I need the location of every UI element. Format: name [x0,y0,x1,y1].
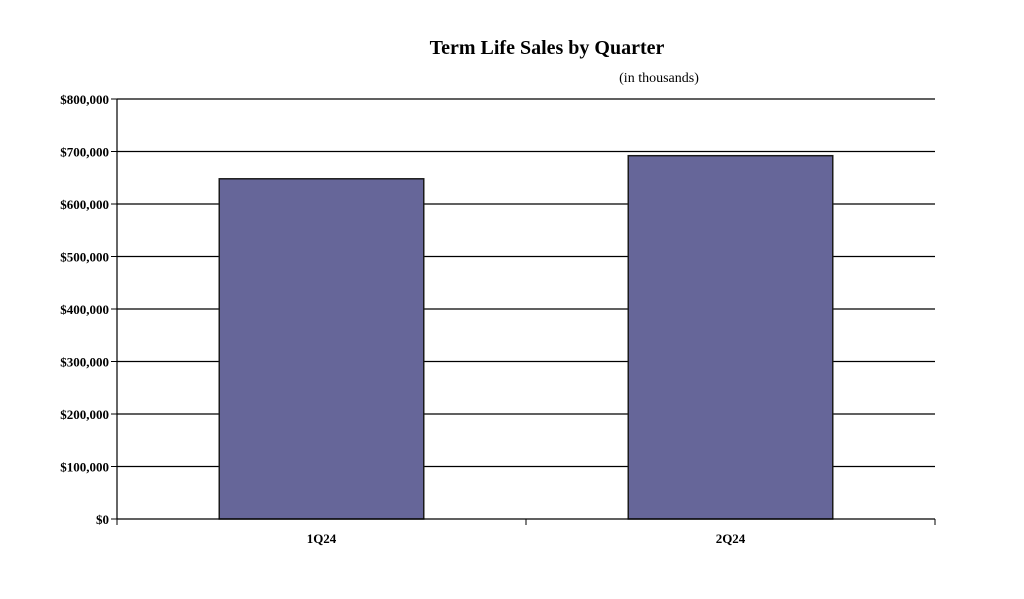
bars [218,154,834,520]
x-category-label: 1Q24 [307,531,337,546]
y-tick-label: $400,000 [60,302,109,317]
y-tick-label: $700,000 [60,145,109,160]
bar-1q24 [218,178,425,520]
axes [111,98,936,525]
y-tick-label: $500,000 [60,250,109,265]
axis-labels: $0 $100,000 $200,000 $300,000 $400,000 $500,0… [60,92,746,546]
y-tick-label: $300,000 [60,355,109,370]
y-tick-label: $0 [96,512,109,527]
y-tick-label: $800,000 [60,92,109,107]
y-tick-label: $200,000 [60,407,109,422]
y-tick-label: $600,000 [60,197,109,212]
chart-subtitle: (in thousands) [619,71,699,86]
chart-title: Term Life Sales by Quarter [430,37,665,59]
y-tick-label: $100,000 [60,460,109,475]
bar-2q24 [627,154,834,520]
x-category-label: 2Q24 [716,531,746,546]
